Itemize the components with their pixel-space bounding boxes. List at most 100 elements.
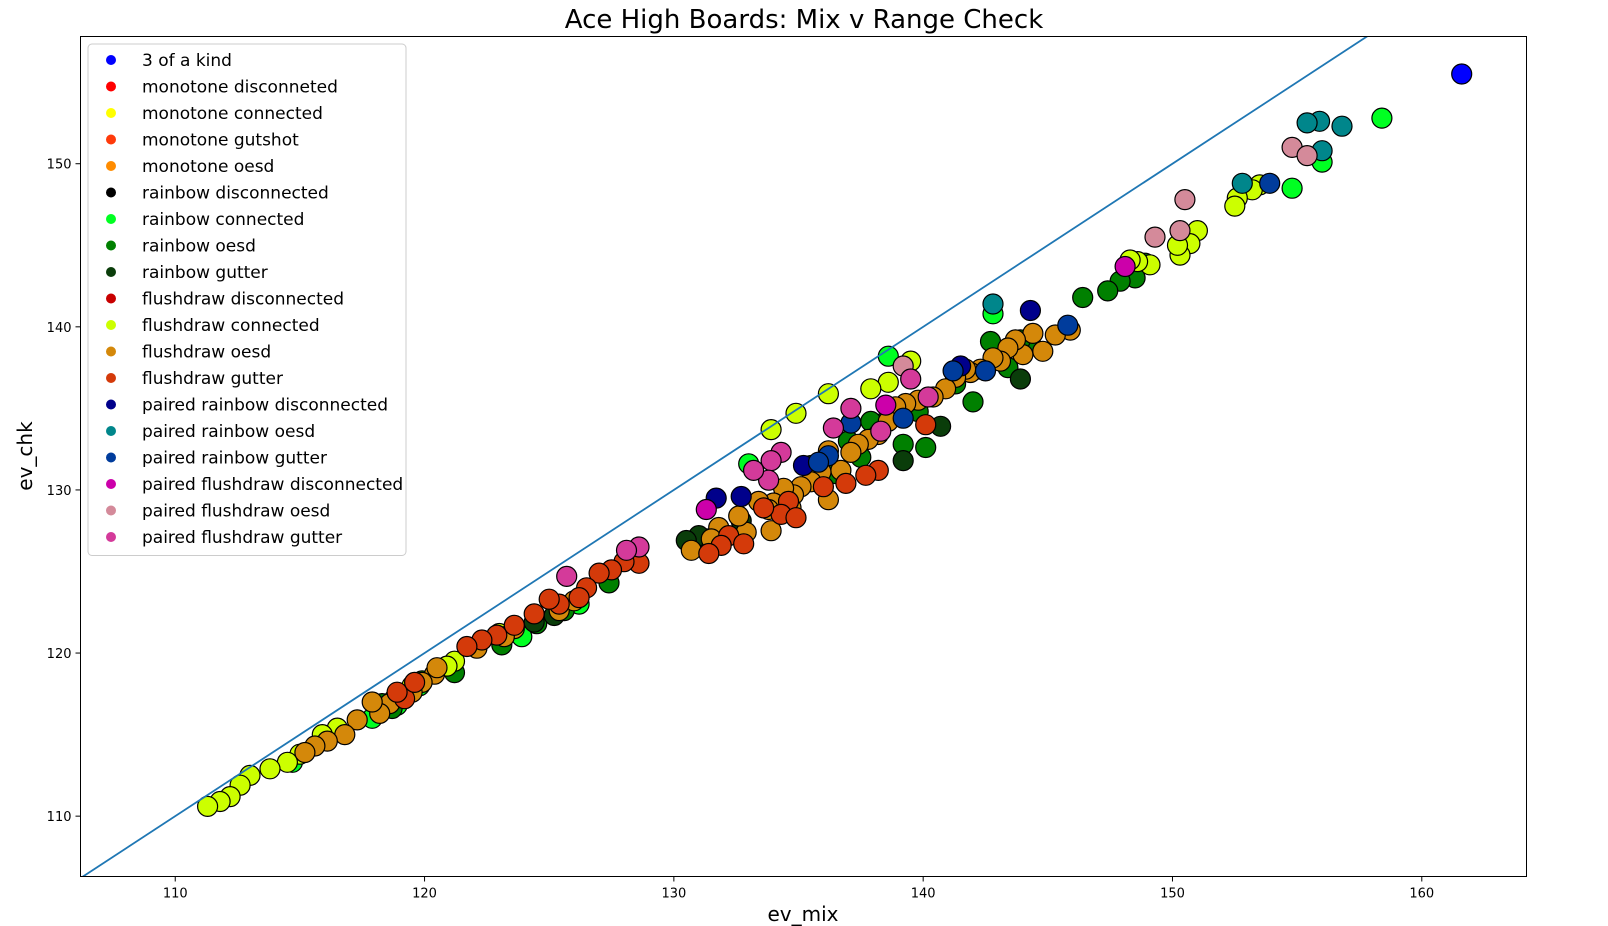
legend-label: monotone oesd [142,157,274,177]
legend-box [87,43,407,556]
data-point-16-2 [695,498,717,521]
data-point-11-2 [1032,340,1054,362]
data-point-15-0 [1259,172,1281,194]
legend-marker [106,293,116,304]
x-tick-label: 160 [1409,887,1434,902]
plot-frame [80,36,1527,877]
legend-marker [106,267,116,277]
legend-marker [106,505,116,516]
y-tick-label: 150 [47,158,72,173]
legend-label: flushdraw disconnected [142,290,344,310]
data-point-12-3 [835,472,857,494]
legend-marker [106,55,116,65]
data-point-12-16 [588,562,610,584]
legend-label: 3 of a kind [142,51,232,71]
legend-label: flushdraw connected [142,316,320,336]
legend-marker [106,81,116,92]
x-tick-label: 130 [661,887,686,902]
legend-marker [106,532,116,542]
y-tick-label: 130 [47,484,72,499]
data-point-12-28 [404,671,426,694]
legend-label: paired rainbow oesd [142,422,315,442]
data-point-14-2 [1296,112,1318,134]
data-point-18-8 [742,459,765,481]
legend-marker [106,187,116,198]
y-tick-label: 110 [47,810,72,825]
chart-title: Ace High Boards: Mix v Range Check [565,5,1044,35]
data-point-12-12 [698,542,720,565]
data-point-11-46 [361,691,383,713]
y-tick-label: 140 [47,321,72,336]
data-point-18-1 [900,368,922,390]
data-point-18-6 [760,450,782,472]
plot-area [81,36,1473,877]
data-point-7-3 [1097,280,1119,302]
x-tick-label: 150 [1160,887,1185,902]
legend-marker [106,399,116,410]
legend-label: rainbow disconnected [142,184,329,204]
data-point-17-1 [1296,145,1318,167]
legend-marker [106,479,116,489]
data-point-14-5 [982,293,1004,315]
data-point-13-3 [730,485,752,508]
legend-marker [106,108,116,118]
data-point-12-18 [568,586,590,609]
legend-label: flushdraw oesd [142,343,271,363]
legend-label: paired rainbow disconnected [142,396,388,416]
data-point-18-0 [917,386,939,408]
data-point-12-0 [915,414,937,436]
data-point-17-3 [1169,220,1191,242]
data-point-12-27 [386,681,408,703]
data-point-18-2 [870,420,892,442]
data-point-7-4 [1072,286,1094,309]
data-point-10-16 [760,419,782,441]
legend-marker [106,214,116,224]
x-axis-label: ev_mix [767,902,838,926]
data-point-18-10 [615,539,638,561]
data-point-18-7 [757,469,780,491]
data-point-12-25 [456,635,478,658]
reference-line [81,36,1369,877]
data-point-16-0 [1114,255,1136,278]
data-point-11-22 [840,441,862,463]
data-point-7-9 [962,391,984,413]
legend-label: monotone disconneted [142,78,338,98]
data-point-11-51 [294,741,316,764]
data-point-12-7 [785,507,807,529]
legend-label: paired flushdraw gutter [142,528,342,548]
data-point-18-4 [822,417,845,439]
y-axis-label: ev_chk [13,421,37,491]
data-point-15-3 [942,360,964,382]
legend-label: paired rainbow gutter [142,449,327,469]
legend-marker [106,426,116,436]
x-axis: 110 120 130 140 150 160 [163,876,1434,902]
legend-label: monotone gutshot [142,131,299,151]
data-point-15-4 [892,407,914,429]
legend-label: rainbow oesd [142,237,256,257]
data-point-6-0 [1371,107,1393,129]
data-point-10-26 [259,758,281,780]
data-point-11-37 [728,505,750,527]
legend-label: monotone connected [142,104,323,124]
legend-label: paired flushdraw disconnected [142,475,403,495]
data-point-12-4 [812,476,835,498]
data-point-10-31 [197,795,219,818]
legend-label: rainbow gutter [142,263,268,283]
data-point-12-8 [752,497,775,519]
y-tick-label: 120 [47,647,72,662]
data-point-11-47 [346,709,368,731]
data-point-16-1 [875,394,897,416]
legend-marker [106,373,116,383]
data-point-13-0 [1019,299,1042,322]
data-point-17-2 [1174,189,1196,211]
data-point-10-13 [860,378,882,400]
legend-label: paired flushdraw oesd [142,502,330,522]
data-point-18-11 [556,565,578,588]
data-point-12-21 [523,603,545,625]
legend-label: flushdraw gutter [142,369,283,389]
data-point-8-0 [1009,368,1032,390]
data-point-12-2 [855,464,877,486]
data-point-10-10 [1224,195,1246,217]
data-point-6-2 [1281,177,1303,199]
data-point-12-22 [503,614,525,636]
